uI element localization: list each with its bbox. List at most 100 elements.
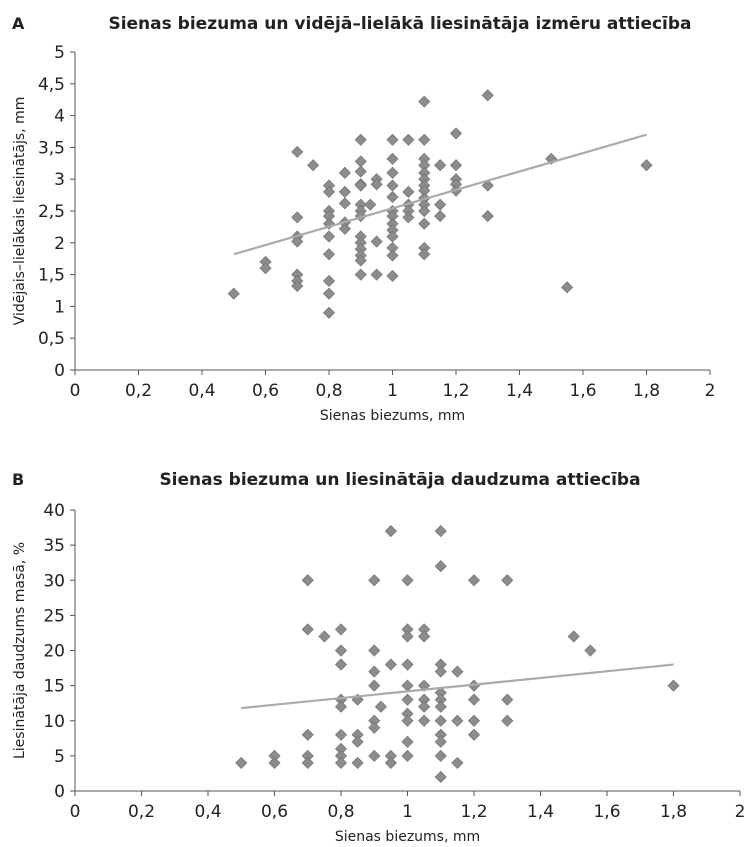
data-point bbox=[418, 217, 431, 230]
data-point bbox=[467, 714, 481, 727]
data-point bbox=[449, 127, 463, 140]
data-point bbox=[291, 235, 304, 248]
data-point bbox=[368, 679, 381, 692]
data-point bbox=[449, 159, 463, 172]
data-point bbox=[291, 211, 304, 224]
data-point bbox=[481, 210, 494, 223]
data-point bbox=[301, 756, 314, 769]
x-tick-label: 0,8 bbox=[315, 381, 342, 401]
data-point bbox=[386, 179, 399, 192]
y-tick-label: 2,5 bbox=[38, 202, 65, 222]
data-point bbox=[384, 756, 397, 769]
data-point bbox=[501, 714, 514, 727]
x-tick-label: 1,8 bbox=[660, 802, 687, 822]
data-point bbox=[501, 574, 514, 587]
data-point bbox=[386, 133, 399, 146]
data-point bbox=[561, 281, 574, 294]
data-point bbox=[640, 159, 653, 172]
x-tick-label: 1,2 bbox=[442, 381, 469, 401]
data-point bbox=[386, 249, 399, 262]
x-tick-label: 0 bbox=[70, 381, 81, 401]
chart-title: Sienas biezuma un liesinātāja daudzuma a… bbox=[159, 470, 641, 490]
data-point bbox=[434, 525, 447, 538]
data-point bbox=[402, 185, 415, 198]
data-point bbox=[401, 714, 414, 727]
data-point bbox=[268, 756, 281, 769]
data-point bbox=[351, 756, 364, 769]
data-point bbox=[322, 287, 336, 300]
y-tick-label: 4 bbox=[54, 107, 65, 127]
data-point bbox=[354, 254, 367, 267]
data-point bbox=[418, 95, 431, 108]
x-tick-label: 1 bbox=[387, 381, 398, 401]
data-point bbox=[334, 644, 348, 657]
data-point bbox=[418, 714, 431, 727]
x-tick-label: 1,6 bbox=[569, 381, 596, 401]
data-point bbox=[322, 274, 336, 288]
data-point bbox=[334, 728, 348, 741]
data-point bbox=[334, 623, 348, 636]
y-tick-label: 15 bbox=[43, 677, 65, 697]
y-tick-label: 25 bbox=[43, 606, 65, 626]
data-point bbox=[370, 235, 383, 248]
x-tick-label: 0 bbox=[70, 802, 81, 822]
y-tick-label: 2 bbox=[54, 234, 65, 254]
data-point bbox=[418, 248, 431, 261]
data-point bbox=[370, 178, 383, 191]
data-point bbox=[364, 198, 377, 211]
data-point bbox=[301, 728, 314, 741]
data-point bbox=[434, 735, 447, 748]
data-point bbox=[322, 306, 336, 319]
data-point bbox=[354, 155, 367, 168]
data-point bbox=[334, 756, 348, 769]
x-tick-label: 1,4 bbox=[527, 802, 554, 822]
data-point bbox=[384, 658, 397, 671]
chart-title: Sienas biezuma un vidējā–lielākā liesinā… bbox=[108, 14, 692, 34]
x-tick-label: 0,6 bbox=[252, 381, 279, 401]
y-tick-label: 5 bbox=[54, 43, 65, 63]
y-tick-label: 35 bbox=[43, 536, 65, 556]
y-tick-label: 1 bbox=[54, 297, 65, 317]
x-axis-label: Sienas biezums, mm bbox=[320, 408, 465, 424]
data-point bbox=[354, 133, 367, 146]
y-tick-label: 3 bbox=[54, 170, 65, 190]
data-point bbox=[418, 204, 431, 218]
x-tick-label: 0,4 bbox=[194, 802, 221, 822]
data-point bbox=[418, 700, 431, 713]
data-point bbox=[418, 133, 431, 146]
data-point bbox=[402, 133, 415, 146]
y-axis-label: Vidējais–lielākais liesinātājs, mm bbox=[12, 97, 28, 326]
data-point bbox=[318, 630, 331, 643]
data-point bbox=[401, 679, 414, 692]
x-tick-label: 0,2 bbox=[128, 802, 155, 822]
data-point bbox=[401, 735, 414, 748]
scatter-plot-b: 0 5 10 15 20 25 30 35 40 0 0,2 0,4 0,6 0,8 1 1,2 1,4 1,6 1… bbox=[12, 501, 745, 845]
y-tick-label: 5 bbox=[54, 747, 65, 767]
data-point bbox=[368, 665, 381, 678]
data-point bbox=[434, 770, 447, 784]
x-tick-label: 2 bbox=[705, 381, 716, 401]
y-tick-label: 1,5 bbox=[38, 266, 65, 286]
data-point bbox=[434, 665, 447, 678]
y-tick-label: 0 bbox=[54, 782, 65, 802]
y-tick-label: 40 bbox=[43, 501, 65, 521]
x-tick-label: 1,6 bbox=[593, 802, 620, 822]
data-point bbox=[338, 185, 351, 198]
x-tick-label: 0,4 bbox=[188, 381, 215, 401]
x-tick-label: 0,6 bbox=[261, 802, 288, 822]
scatter-plot-a: 0 0,5 1 1,5 2 2,5 3 3,5 4 4,5 5 0 0,2 0,4 0,6 0,8 1 1,2 1,… bbox=[12, 43, 716, 424]
data-point bbox=[481, 89, 494, 102]
data-point bbox=[434, 749, 447, 762]
data-point bbox=[567, 630, 580, 643]
x-axis-label: Sienas biezums, mm bbox=[335, 829, 480, 845]
panel-letter: A bbox=[12, 14, 25, 33]
y-tick-label: 20 bbox=[43, 642, 65, 662]
panel-letter: B bbox=[12, 470, 25, 489]
data-point bbox=[354, 165, 367, 178]
data-point bbox=[354, 268, 367, 281]
y-tick-label: 0,5 bbox=[38, 329, 65, 349]
data-point bbox=[451, 756, 464, 769]
data-point bbox=[368, 574, 381, 587]
y-tick-label: 10 bbox=[43, 712, 65, 732]
data-point bbox=[418, 630, 431, 643]
